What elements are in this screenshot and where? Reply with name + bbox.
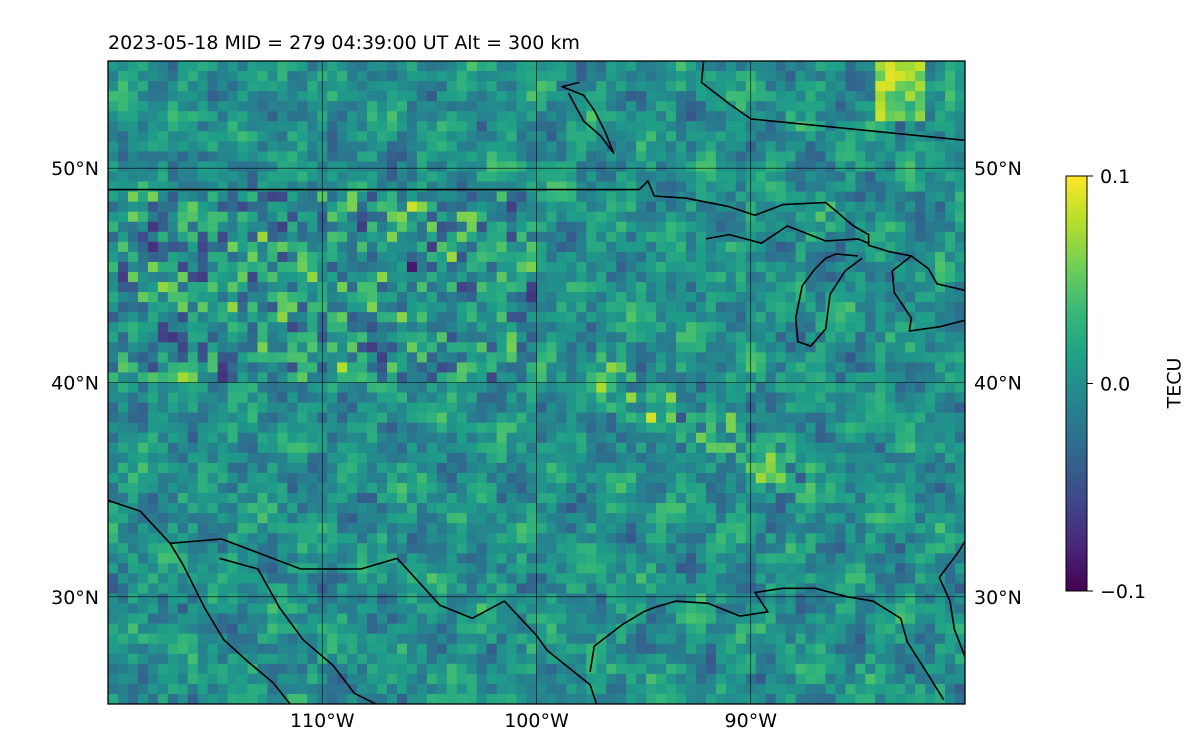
gridlines — [108, 61, 965, 704]
colorbar-gradient — [1065, 175, 1088, 592]
longitude-tick-labels: 110°W 100°W 90°W — [290, 710, 777, 732]
tec-field — [108, 61, 965, 704]
lon-tick-label: 110°W — [290, 710, 355, 732]
lake-michigan — [794, 253, 863, 347]
lake-winnipeg — [561, 81, 615, 154]
pacific-coast-and-gulf-of-california — [108, 499, 291, 704]
hudson-bay-west-shore — [700, 61, 965, 142]
florida-atlantic-coast — [938, 540, 965, 658]
colorbar: 0.1 0.0 −0.1 TECU — [1065, 166, 1186, 603]
map-frame — [107, 60, 966, 705]
lat-tick-label-right: 40°N — [974, 373, 1022, 395]
colorbar-ticks: 0.1 0.0 −0.1 — [1087, 166, 1146, 603]
colorbar-label: TECU — [1164, 358, 1186, 410]
mexico-us-border — [170, 538, 598, 704]
latitude-tick-labels: 50°N 50°N 40°N 40°N 30°N 30°N — [51, 158, 1022, 609]
lon-tick-label: 90°W — [725, 710, 778, 732]
gulf-of-california-east — [219, 557, 377, 704]
lat-tick-label-left: 50°N — [51, 158, 99, 180]
lat-tick-label-right: 30°N — [974, 587, 1022, 609]
map-title: 2023-05-18 MID = 279 04:39:00 UT Alt = 3… — [108, 32, 580, 54]
coastlines — [108, 61, 965, 704]
lat-tick-label-right: 50°N — [974, 158, 1022, 180]
us-canada-border-and-lake-superior — [108, 180, 965, 292]
colorbar-tick-label: −0.1 — [1100, 581, 1146, 603]
lake-huron-and-erie — [891, 255, 965, 332]
lake-superior-south-shore — [705, 225, 869, 244]
lat-tick-label-left: 30°N — [51, 587, 99, 609]
map-panel — [107, 60, 966, 705]
colorbar-tick-label: 0.0 — [1100, 374, 1130, 396]
gulf-of-mexico-north-coast — [589, 587, 945, 701]
lon-tick-label: 100°W — [504, 710, 569, 732]
colorbar-tick-label: 0.1 — [1100, 166, 1130, 188]
lat-tick-label-left: 40°N — [51, 373, 99, 395]
